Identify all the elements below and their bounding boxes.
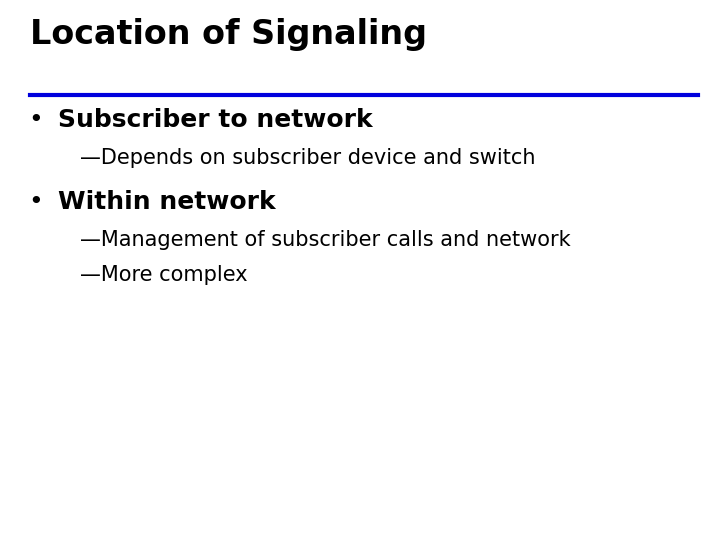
Text: —More complex: —More complex	[80, 265, 248, 285]
Text: Within network: Within network	[58, 190, 276, 214]
Text: •: •	[28, 190, 42, 214]
Text: —Depends on subscriber device and switch: —Depends on subscriber device and switch	[80, 148, 536, 168]
Text: Subscriber to network: Subscriber to network	[58, 108, 373, 132]
Text: •: •	[28, 108, 42, 132]
Text: —Management of subscriber calls and network: —Management of subscriber calls and netw…	[80, 230, 571, 250]
Text: Location of Signaling: Location of Signaling	[30, 18, 427, 51]
